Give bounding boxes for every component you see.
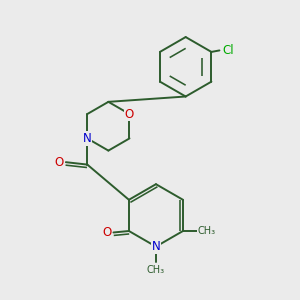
Text: CH₃: CH₃ [147,266,165,275]
Text: O: O [55,156,64,169]
Text: N: N [83,132,92,145]
Text: O: O [125,107,134,121]
Text: CH₃: CH₃ [198,226,216,236]
Text: O: O [102,226,112,239]
Text: N: N [152,240,160,253]
Text: Cl: Cl [223,44,234,57]
